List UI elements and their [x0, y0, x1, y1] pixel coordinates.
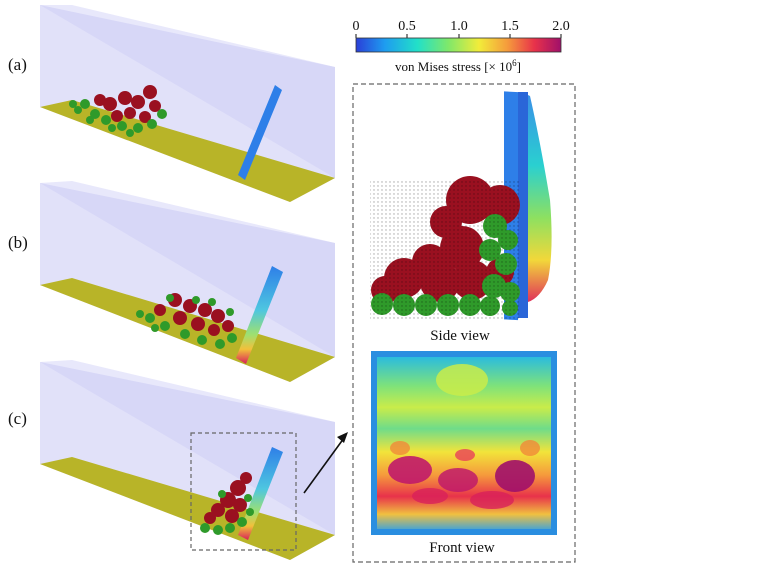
colorbar-tick-0: 0: [353, 19, 360, 34]
particle-pile-b: [136, 293, 237, 349]
particle-red: [233, 498, 247, 512]
panel-label-b: (b): [8, 233, 28, 252]
colorbar: 0 0.5 1.0 1.5 2.0 von Mises stress [× 10…: [353, 19, 570, 74]
zoom-box-c: [190, 432, 297, 551]
plate-b: [236, 266, 283, 364]
particle-red: [204, 512, 216, 524]
colorbar-tick-3: 1.5: [501, 19, 519, 34]
particle-red: [222, 320, 234, 332]
particle-green: [151, 324, 159, 332]
particle-red: [211, 309, 225, 323]
particle-green: [244, 494, 252, 502]
plate-a: [238, 85, 282, 180]
plate-c: [238, 447, 283, 540]
particle-red: [208, 324, 220, 336]
particle-green: [166, 294, 174, 302]
particle-green: [147, 119, 157, 129]
particle-green: [101, 115, 111, 125]
particle-green: [180, 329, 190, 339]
zoom-arrow: [303, 432, 348, 494]
particle-green: [192, 296, 200, 304]
particle-green: [69, 100, 77, 108]
particle-green: [157, 109, 167, 119]
particle-green: [80, 99, 90, 109]
colorbar-title: von Mises stress [× 106]: [395, 58, 521, 74]
side-view-label: Side view: [430, 328, 490, 344]
particle-red: [124, 107, 136, 119]
particle-red: [154, 304, 166, 316]
side-view: Side view: [370, 91, 552, 344]
particle-green: [200, 523, 210, 533]
particle-green: [160, 321, 170, 331]
particle-red: [103, 97, 117, 111]
particle-red: [173, 311, 187, 325]
particle-red: [198, 303, 212, 317]
particle-green: [218, 490, 226, 498]
colorbar-tick-4: 2.0: [552, 19, 570, 34]
particle-green: [145, 313, 155, 323]
particle-green: [133, 123, 143, 133]
particle-green: [117, 121, 127, 131]
particle-red: [111, 110, 123, 122]
front-view-hotspots: [388, 364, 540, 509]
particle-green: [237, 517, 247, 527]
particle-red: [131, 95, 145, 109]
particle-green: [90, 109, 100, 119]
particle-pile-a: [69, 85, 167, 137]
tank-side-wall-c: [40, 362, 335, 560]
particle-red: [143, 85, 157, 99]
panel-c-scene: [40, 360, 335, 560]
panel-label-a: (a): [8, 55, 27, 74]
particle-mesh-texture: [370, 180, 520, 320]
particle-red: [149, 100, 161, 112]
particle-green: [213, 525, 223, 535]
particle-red: [94, 94, 106, 106]
particle-green: [126, 129, 134, 137]
particle-green: [246, 508, 254, 516]
front-view-border: [371, 351, 557, 535]
particle-red: [211, 503, 225, 517]
side-view-plate-deformation: [522, 92, 552, 302]
colorbar-tick-1: 0.5: [398, 19, 416, 34]
particle-red: [230, 480, 246, 496]
colorbar-bar: [355, 37, 562, 53]
particle-green: [74, 106, 82, 114]
panel-a-scene: [40, 5, 335, 202]
particle-green: [136, 310, 144, 318]
front-view: Front view: [371, 351, 557, 556]
side-view-particles: [370, 176, 520, 320]
panel-b-scene: [40, 181, 335, 382]
particle-red: [225, 509, 239, 523]
particle-green: [226, 308, 234, 316]
particle-red: [139, 111, 151, 123]
floor-c: [40, 457, 335, 560]
zoom-detail-box: [352, 83, 576, 563]
particle-green: [197, 335, 207, 345]
colorbar-tick-2: 1.0: [450, 19, 468, 34]
particle-red: [118, 91, 132, 105]
particle-pile-c: [200, 472, 254, 535]
particle-green: [208, 298, 216, 306]
particle-red: [240, 472, 252, 484]
particle-green: [225, 523, 235, 533]
particle-green: [215, 339, 225, 349]
tank-side-wall-a: [40, 5, 335, 202]
front-view-label: Front view: [429, 540, 495, 556]
panel-label-c: (c): [8, 409, 27, 428]
particle-green: [227, 333, 237, 343]
side-view-plate-edge: [518, 92, 528, 318]
tank-side-wall-b: [40, 183, 335, 382]
particle-green: [86, 116, 94, 124]
particle-red: [191, 317, 205, 331]
particle-green: [108, 124, 116, 132]
